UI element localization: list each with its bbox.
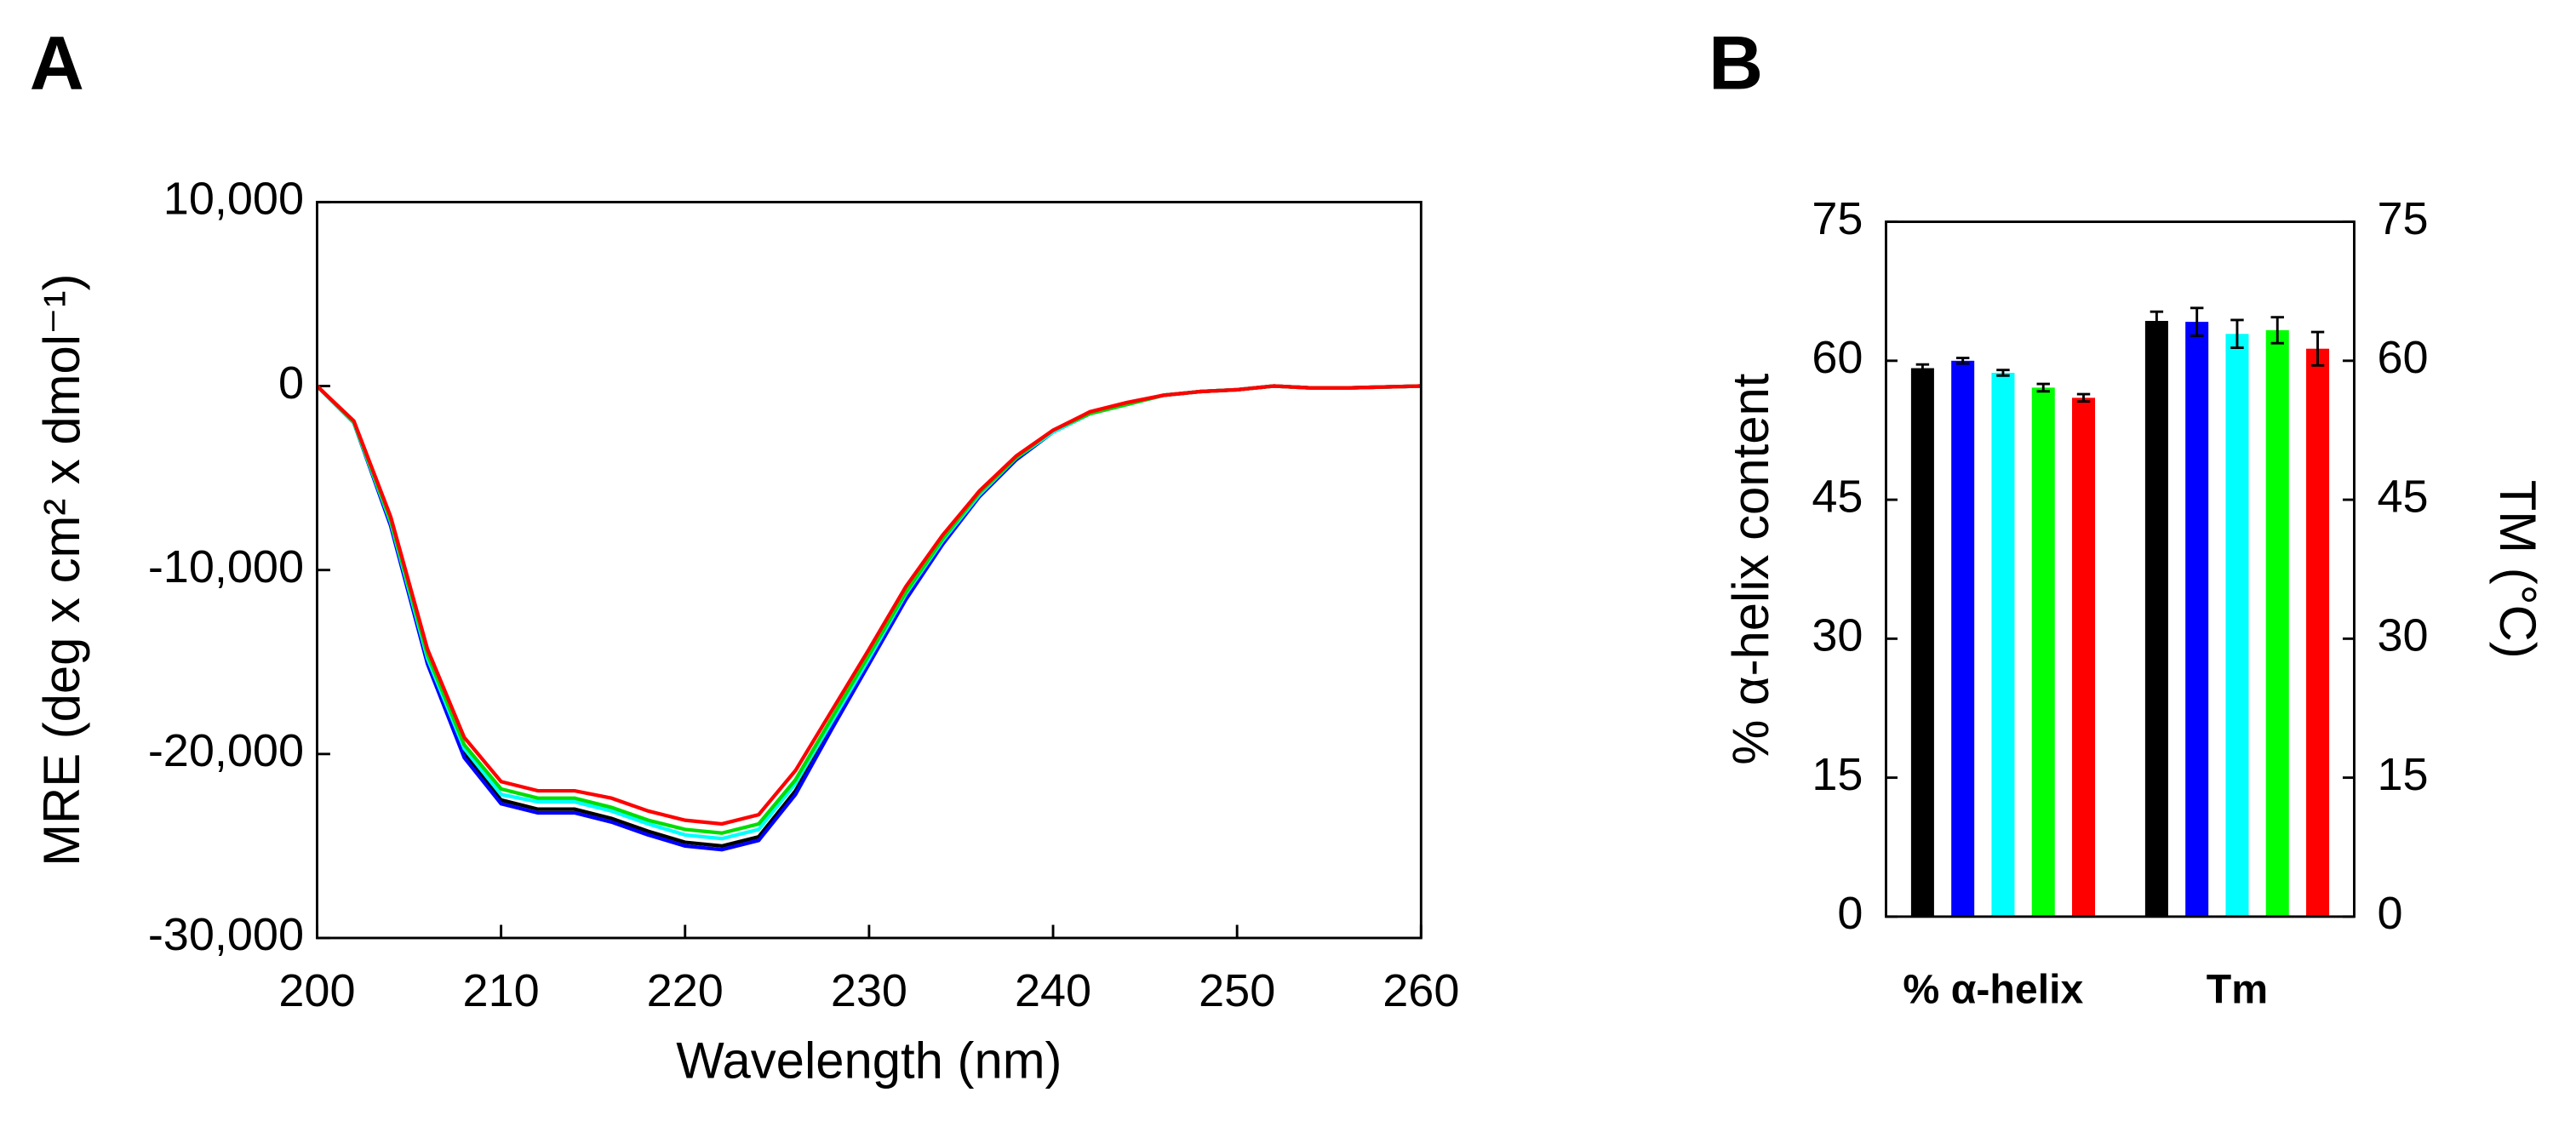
y-tick-label: -30,000	[148, 909, 304, 960]
x-tick-label: 220	[647, 965, 724, 1016]
y-tick-label: -20,000	[148, 725, 304, 776]
y-tick-label: 0	[278, 357, 304, 409]
x-tick-label: 230	[831, 965, 907, 1016]
line-series	[315, 384, 1422, 852]
panel-label: A	[30, 21, 84, 106]
y-axis-label: MRE (deg x cm² x dmol⁻¹)	[33, 274, 90, 866]
bar	[2265, 329, 2289, 917]
x-tick-label: 200	[278, 965, 355, 1016]
y-tick-label: 45	[1812, 471, 1863, 522]
y2-tick-label: 0	[2377, 888, 2402, 939]
plot-frame	[316, 200, 1423, 940]
bar	[1910, 368, 1934, 917]
bar	[2306, 348, 2330, 917]
error-bar	[2150, 310, 2164, 332]
y-axis-label: % α-helix content	[1722, 373, 1779, 765]
y2-tick-label: 30	[2377, 610, 2428, 661]
line-series	[315, 384, 1422, 841]
x-tick-label: % α-helix	[1903, 966, 2083, 1012]
plot-frame	[1885, 220, 2356, 918]
y2-tick-label: 60	[2377, 332, 2428, 383]
y-tick-label: 75	[1812, 193, 1863, 244]
y-tick-label: 60	[1812, 332, 1863, 383]
error-bar	[2190, 306, 2204, 337]
y-tick-label: 30	[1812, 610, 1863, 661]
y-tick-label: 0	[1837, 888, 1863, 939]
panel-label: B	[1709, 21, 1763, 106]
bar	[2144, 321, 2168, 917]
y-tick-label: -10,000	[148, 541, 304, 592]
error-bar	[1955, 357, 1970, 365]
bar	[2225, 334, 2249, 917]
line-series	[315, 384, 1422, 849]
bar	[1951, 360, 1975, 917]
x-axis-label: Wavelength (nm)	[676, 1032, 1062, 1089]
bar	[2185, 322, 2209, 917]
y2-tick-label: 15	[2377, 749, 2428, 800]
x-tick-label: 250	[1199, 965, 1275, 1016]
x-tick-label: Tm	[2207, 966, 2268, 1012]
error-bar	[2310, 330, 2325, 367]
y2-axis-label: TM (°C)	[2489, 480, 2546, 659]
x-tick-label: 240	[1015, 965, 1091, 1016]
bar	[2031, 387, 2055, 917]
y-tick-label: 15	[1812, 749, 1863, 800]
y2-tick-label: 45	[2377, 471, 2428, 522]
bar	[1991, 372, 2015, 917]
x-tick-label: 260	[1382, 965, 1459, 1016]
y2-tick-label: 75	[2377, 193, 2428, 244]
line-series	[315, 384, 1422, 826]
error-bar	[1915, 363, 1930, 374]
error-bar	[2230, 318, 2244, 350]
x-tick-label: 210	[463, 965, 540, 1016]
error-bar	[1996, 369, 2010, 377]
error-bar	[2036, 382, 2050, 393]
line-series	[315, 384, 1422, 835]
bar	[2072, 397, 2096, 917]
y-tick-label: 10,000	[163, 174, 304, 225]
error-bar	[2270, 316, 2284, 345]
error-bar	[2076, 392, 2091, 403]
